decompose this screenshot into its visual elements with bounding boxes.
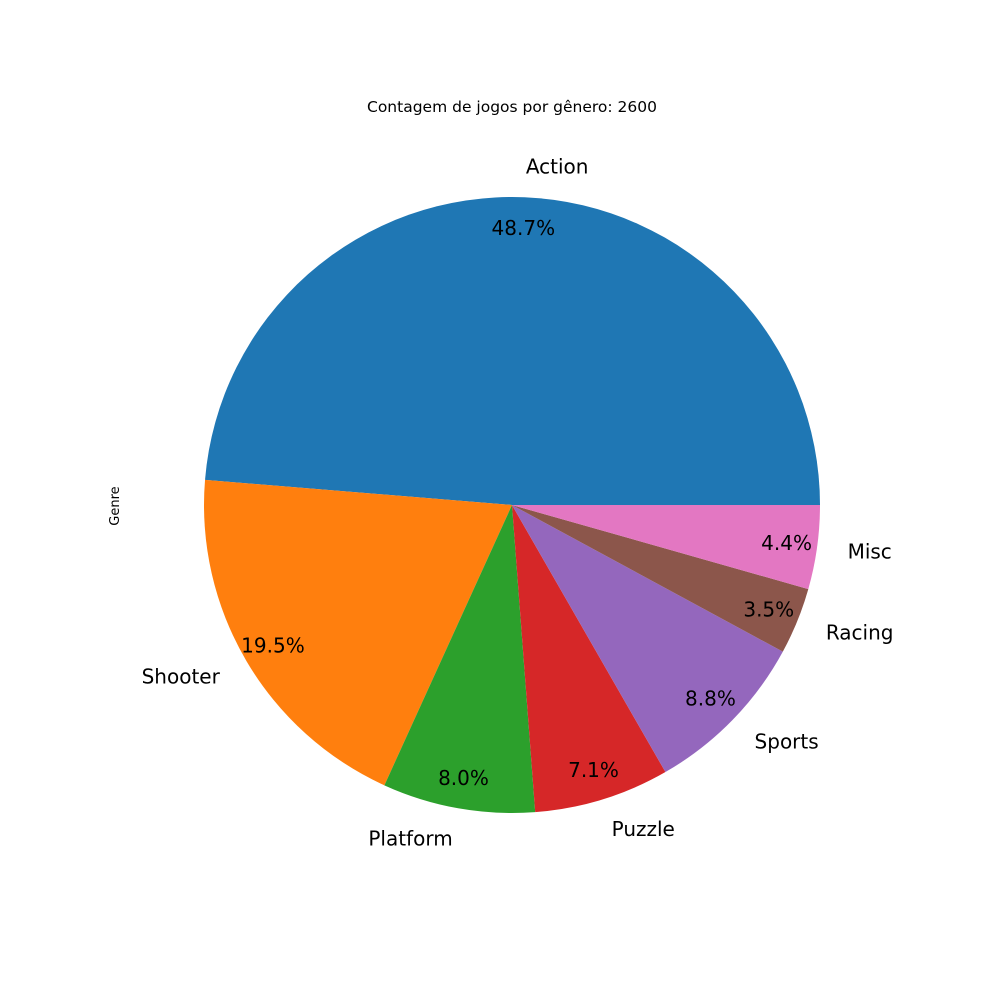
slice-label-platform: Platform bbox=[368, 827, 452, 851]
pct-label-shooter: 19.5% bbox=[241, 633, 305, 657]
pie-slice-racing bbox=[512, 505, 809, 652]
pct-label-sports: 8.8% bbox=[685, 687, 736, 711]
pie-slice-action bbox=[205, 197, 820, 505]
pie-labels: Action 48.7% Shooter 19.5% Platform 8.0% Puzzl… bbox=[142, 154, 894, 850]
pct-label-misc: 4.4% bbox=[761, 531, 812, 555]
pie-slice-sports bbox=[512, 505, 783, 773]
y-axis-label: Genre bbox=[108, 486, 123, 525]
pie-slice-shooter bbox=[204, 479, 513, 786]
pct-label-platform: 8.0% bbox=[438, 766, 489, 790]
pie-slice-misc bbox=[512, 505, 821, 590]
pct-label-racing: 3.5% bbox=[743, 597, 794, 621]
pie-slices bbox=[204, 197, 821, 813]
chart-title: Contagem de jogos por gênero: 2600 bbox=[367, 98, 657, 116]
slice-label-puzzle: Puzzle bbox=[612, 817, 675, 841]
pct-label-puzzle: 7.1% bbox=[568, 758, 619, 782]
slice-label-shooter: Shooter bbox=[142, 665, 221, 689]
slice-label-racing: Racing bbox=[826, 621, 894, 645]
slice-label-action: Action bbox=[526, 154, 589, 178]
slice-label-sports: Sports bbox=[755, 730, 819, 754]
pie-slice-platform bbox=[384, 505, 536, 813]
slice-label-misc: Misc bbox=[848, 540, 892, 564]
pie-slice-puzzle bbox=[512, 505, 666, 813]
pct-label-action: 48.7% bbox=[492, 216, 556, 240]
